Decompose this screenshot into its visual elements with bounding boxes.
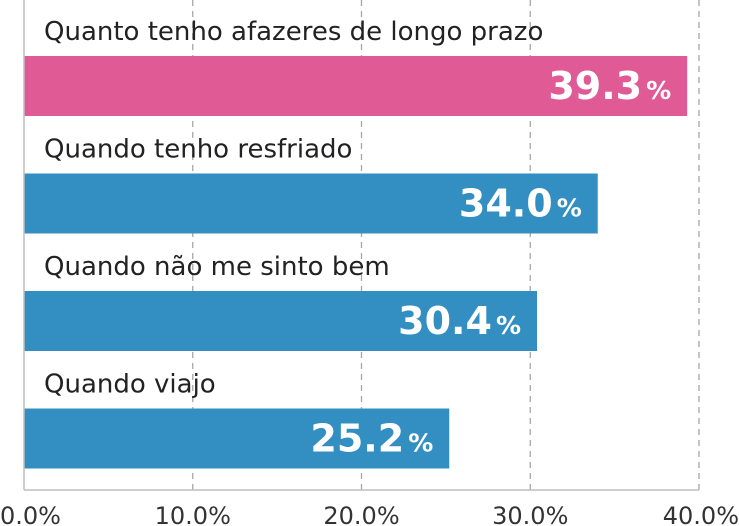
bar bbox=[24, 56, 688, 116]
x-tick-label: 20.0% bbox=[323, 502, 399, 526]
bar bbox=[24, 408, 450, 469]
data-label: 25.2% bbox=[310, 417, 433, 461]
data-label: 39.3% bbox=[548, 64, 671, 108]
x-tick-label: 10.0% bbox=[155, 502, 231, 526]
category-label: Quando não me sinto bem bbox=[44, 252, 390, 282]
category-label: Quando tenho resfriado bbox=[44, 135, 352, 165]
x-tick-label: 0.0% bbox=[0, 502, 61, 526]
data-label: 34.0% bbox=[459, 182, 582, 226]
data-label: 30.4% bbox=[398, 299, 521, 343]
category-label: Quando viajo bbox=[44, 370, 216, 400]
category-label: Quanto tenho afazeres de longo prazo bbox=[44, 17, 543, 47]
x-tick-label: 30.0% bbox=[492, 502, 568, 526]
bar bbox=[24, 173, 598, 234]
x-tick-label: 40.0% bbox=[663, 502, 739, 526]
bar bbox=[24, 291, 537, 351]
